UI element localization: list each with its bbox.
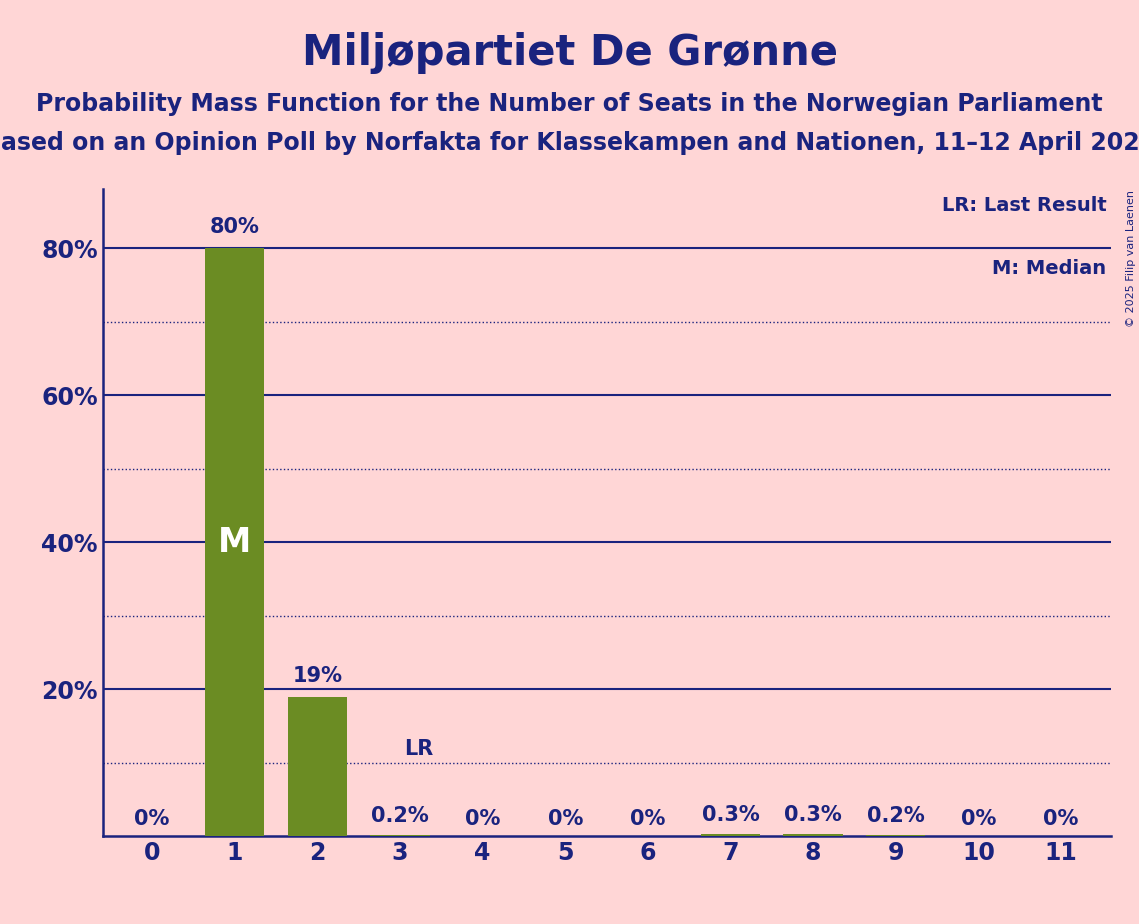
- Text: Based on an Opinion Poll by Norfakta for Klassekampen and Nationen, 11–12 April : Based on an Opinion Poll by Norfakta for…: [0, 131, 1139, 155]
- Bar: [370, 834, 429, 836]
- Text: M: M: [218, 526, 252, 559]
- Bar: [866, 834, 926, 836]
- Text: 0%: 0%: [1043, 808, 1079, 829]
- Text: M: Median: M: Median: [992, 260, 1106, 278]
- Text: 0%: 0%: [465, 808, 500, 829]
- Text: Probability Mass Function for the Number of Seats in the Norwegian Parliament: Probability Mass Function for the Number…: [36, 92, 1103, 116]
- Bar: [205, 249, 264, 836]
- Text: 0.2%: 0.2%: [371, 806, 428, 826]
- Text: 19%: 19%: [293, 665, 343, 686]
- Bar: [700, 834, 760, 836]
- Text: 0%: 0%: [134, 808, 170, 829]
- Text: LR: LR: [404, 739, 433, 759]
- Bar: [287, 697, 347, 836]
- Text: © 2025 Filip van Laenen: © 2025 Filip van Laenen: [1126, 190, 1136, 327]
- Text: 0%: 0%: [960, 808, 995, 829]
- Text: 0.3%: 0.3%: [785, 805, 842, 825]
- Text: 0.2%: 0.2%: [867, 806, 925, 826]
- Text: LR: Last Result: LR: Last Result: [942, 196, 1106, 215]
- Text: 0%: 0%: [548, 808, 583, 829]
- Text: 0.3%: 0.3%: [702, 805, 760, 825]
- Bar: [784, 834, 843, 836]
- Text: 80%: 80%: [210, 217, 260, 237]
- Text: 0%: 0%: [630, 808, 665, 829]
- Text: Miljøpartiet De Grønne: Miljøpartiet De Grønne: [302, 32, 837, 74]
